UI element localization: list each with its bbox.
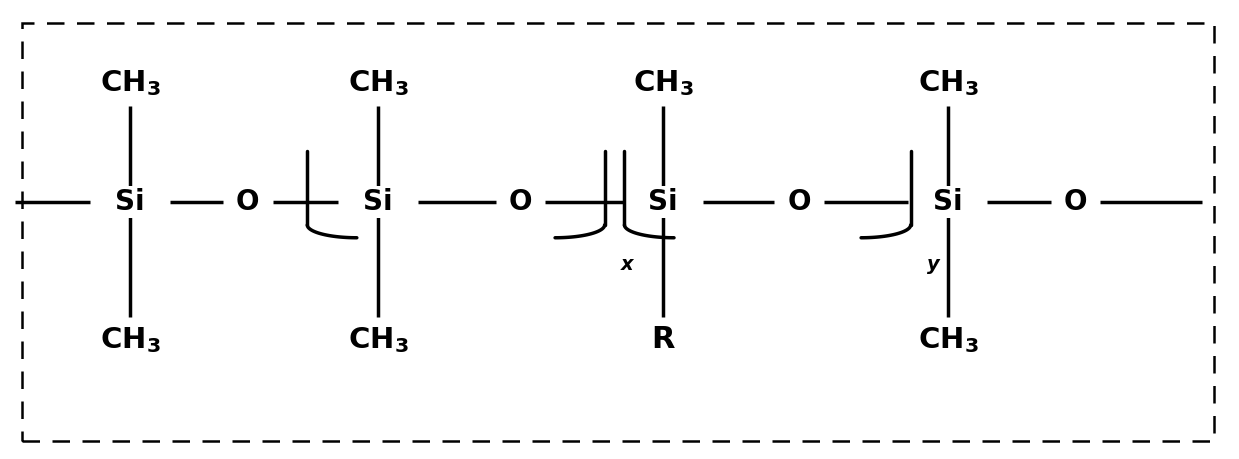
Text: $\mathbf{CH_3}$: $\mathbf{CH_3}$ [918,325,978,354]
Text: x: x [621,255,633,274]
Text: O: O [237,188,259,216]
Text: Si: Si [933,188,963,216]
Text: Si: Si [648,188,678,216]
Text: $\mathbf{CH_3}$: $\mathbf{CH_3}$ [100,68,160,97]
Text: R: R [652,325,674,354]
Text: O: O [788,188,810,216]
Text: $\mathbf{CH_3}$: $\mathbf{CH_3}$ [348,68,408,97]
Text: $\mathbf{CH_3}$: $\mathbf{CH_3}$ [633,68,693,97]
Text: Si: Si [115,188,145,216]
Text: $\mathbf{CH_3}$: $\mathbf{CH_3}$ [100,325,160,354]
Text: Si: Si [363,188,393,216]
Text: $\mathbf{CH_3}$: $\mathbf{CH_3}$ [348,325,408,354]
Text: O: O [509,188,532,216]
Text: y: y [927,255,939,274]
Text: $\mathbf{CH_3}$: $\mathbf{CH_3}$ [918,68,978,97]
Text: O: O [1064,188,1087,216]
